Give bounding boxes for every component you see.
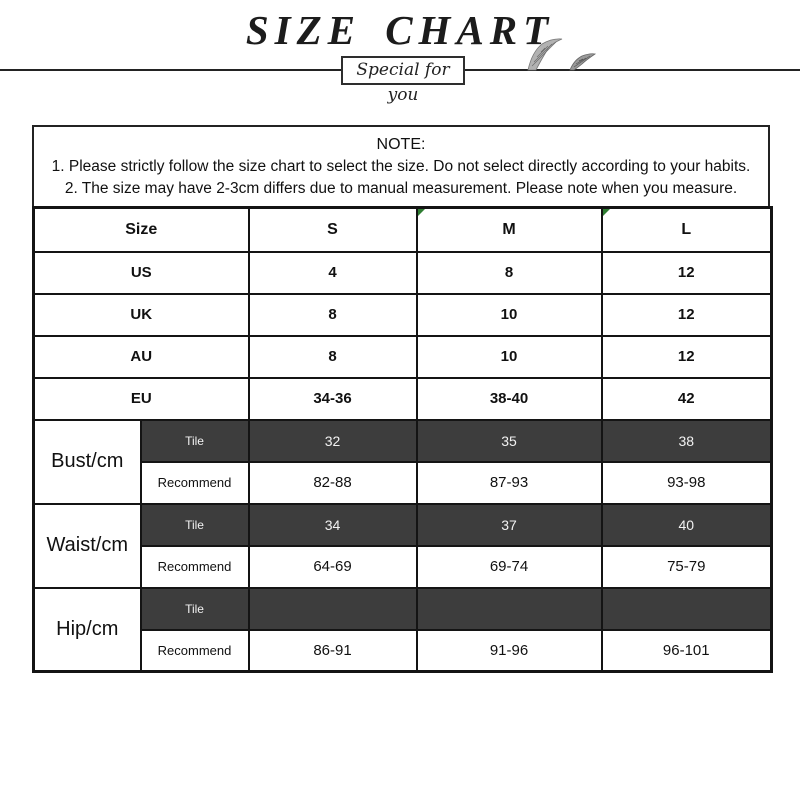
cell-flag-icon [603, 209, 610, 216]
tile-label: Tile [139, 586, 250, 631]
size-value-cell: 10 [415, 334, 603, 379]
table-row-us: US 4 8 12 [32, 250, 773, 295]
size-value-cell: 10 [415, 292, 603, 337]
tile-value-cell: 37 [415, 502, 603, 547]
table-row-waist-recommend: Recommend 64-69 69-74 75-79 [34, 544, 773, 589]
recommend-label: Recommend [139, 460, 250, 505]
tile-value-cell [247, 586, 418, 631]
note-box: NOTE: 1. Please strictly follow the size… [32, 125, 770, 206]
size-value-cell: 12 [600, 334, 773, 379]
note-heading: NOTE: [376, 136, 426, 153]
size-value-cell: 4 [247, 250, 418, 295]
tile-value-cell: 38 [600, 418, 773, 463]
header-cell-s: S [247, 206, 418, 253]
row-label: US [32, 250, 250, 295]
section-label-waist: Waist/cm [32, 502, 142, 589]
size-value-cell: 8 [247, 292, 418, 337]
size-value-cell: 12 [600, 292, 773, 337]
header-cell-m-label: M [502, 220, 516, 238]
tile-label: Tile [139, 502, 250, 547]
header-cell-size: Size [32, 206, 250, 253]
size-value-cell: 8 [247, 334, 418, 379]
note-line-1: 1. Please strictly follow the size chart… [51, 158, 751, 175]
header-cell-l-label: L [681, 220, 692, 238]
tile-value-cell [600, 586, 773, 631]
size-table: Size S M L US 4 8 12 UK 8 10 12 AU 8 10 … [32, 206, 774, 673]
recommend-value-cell: 86-91 [247, 628, 418, 673]
recommend-value-cell: 93-98 [600, 460, 773, 505]
tile-value-cell: 40 [600, 502, 773, 547]
size-value-cell: 42 [600, 376, 773, 421]
table-row-waist-tile: Waist/cm Tile 34 37 40 [32, 502, 773, 589]
table-row-hip-tile: Hip/cm Tile [32, 586, 773, 673]
recommend-value-cell: 96-101 [600, 628, 773, 673]
tile-value-cell: 32 [247, 418, 418, 463]
table-row-au: AU 8 10 12 [32, 334, 773, 379]
recommend-value-cell: 75-79 [600, 544, 773, 589]
row-label: AU [32, 334, 250, 379]
recommend-value-cell: 87-93 [415, 460, 603, 505]
tile-label: Tile [139, 418, 250, 463]
recommend-label: Recommend [139, 628, 250, 673]
section-label-bust: Bust/cm [32, 418, 142, 505]
ribbon-label: Special for you [341, 56, 465, 105]
recommend-value-cell: 82-88 [247, 460, 418, 505]
feather-icon [522, 36, 602, 77]
table-row-bust-recommend: Recommend 82-88 87-93 93-98 [34, 460, 773, 505]
table-row: Size S M L [32, 206, 773, 253]
header-cell-l: L [600, 206, 773, 253]
tile-value-cell: 35 [415, 418, 603, 463]
tile-value-cell: 34 [247, 502, 418, 547]
table-row-uk: UK 8 10 12 [32, 292, 773, 337]
recommend-label: Recommend [139, 544, 250, 589]
cell-flag-icon [418, 209, 425, 216]
size-value-cell: 34-36 [247, 376, 418, 421]
size-value-cell: 12 [600, 250, 773, 295]
page-title: SIZE CHART [245, 7, 555, 53]
table-row-bust-tile: Bust/cm Tile 32 35 38 [32, 418, 773, 505]
row-label: EU [32, 376, 250, 421]
size-value-cell: 38-40 [415, 376, 603, 421]
recommend-value-cell: 64-69 [247, 544, 418, 589]
section-label-hip: Hip/cm [32, 586, 142, 673]
header-cell-m: M [415, 206, 603, 253]
recommend-value-cell: 91-96 [415, 628, 603, 673]
size-value-cell: 8 [415, 250, 603, 295]
table-row-eu: EU 34-36 38-40 42 [32, 376, 773, 421]
row-label: UK [32, 292, 250, 337]
table-row-hip-recommend: Recommend 86-91 91-96 96-101 [34, 628, 773, 673]
recommend-value-cell: 69-74 [415, 544, 603, 589]
tile-value-cell [415, 586, 603, 631]
note-line-2: 2. The size may have 2-3cm differs due t… [64, 180, 738, 197]
